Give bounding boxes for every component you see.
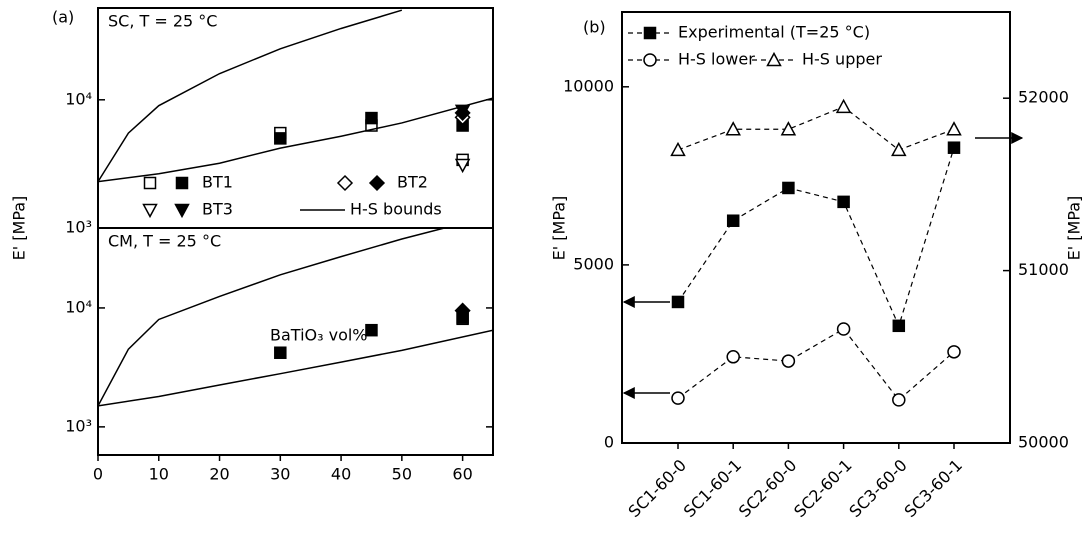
- x-tick-label: 60: [452, 465, 472, 484]
- marker-triangle-up: [891, 141, 907, 157]
- x-tick-label: 10: [149, 465, 169, 484]
- x-tick-label: 20: [209, 465, 229, 484]
- x-tick-label: 50: [392, 465, 412, 484]
- series-line: [677, 106, 955, 151]
- y-tick-label: 10000: [563, 76, 614, 95]
- x-tick-label: SC1-60-0: [625, 456, 690, 521]
- marker-square: [947, 141, 961, 154]
- marker-triangle-down: [142, 203, 158, 219]
- bound-curve: [98, 228, 445, 407]
- legend-label: H-S upper: [802, 50, 882, 69]
- series-line: [677, 147, 955, 328]
- marker-circle: [643, 53, 657, 67]
- y-tick-label: 5000: [573, 254, 614, 273]
- x-tick-label: 40: [331, 465, 351, 484]
- marker-circle: [836, 322, 851, 336]
- legend-label: H-S bounds: [350, 200, 442, 219]
- marker-square: [837, 195, 850, 209]
- marker-circle: [671, 391, 685, 405]
- bound-curve: [98, 9, 403, 183]
- panel-title: SC, T = 25 °C: [108, 12, 217, 31]
- plot-frame: [97, 227, 494, 456]
- y-tick-label: 10³: [65, 218, 92, 237]
- marker-square: [892, 319, 906, 333]
- y-tick-label: 10⁴: [65, 297, 92, 316]
- y-tick-label: 10⁴: [65, 89, 92, 108]
- marker-triangle-down: [454, 158, 471, 174]
- x-tick-label: 30: [270, 465, 290, 484]
- marker-triangle-up: [766, 51, 782, 67]
- panel-title: CM, T = 25 °C: [108, 232, 221, 251]
- y-tick-label: 10³: [65, 416, 92, 435]
- y-axis-label: E' [MPa]: [550, 196, 569, 261]
- annotation: BaTiO₃ vol%: [270, 326, 368, 345]
- panel-label: (b): [583, 18, 606, 37]
- x-tick-label: 0: [93, 465, 103, 484]
- marker-square: [274, 346, 287, 359]
- marker-triangle-up: [946, 121, 962, 136]
- marker-square: [274, 132, 287, 145]
- y2-tick-label: 50000: [1018, 433, 1069, 452]
- bound-curve: [98, 329, 493, 407]
- y2-axis-label: E' [MPa]: [1065, 196, 1084, 261]
- marker-circle: [726, 350, 740, 364]
- marker-circle: [892, 393, 906, 407]
- marker-triangle-up: [670, 141, 686, 157]
- marker-square: [643, 26, 657, 40]
- marker-square: [782, 181, 795, 195]
- marker-square: [671, 295, 685, 309]
- y-tick-label: 0: [604, 433, 614, 452]
- series-line: [677, 328, 955, 401]
- marker-triangle-up: [725, 121, 741, 136]
- legend-label: BT2: [397, 173, 428, 192]
- marker-square: [726, 214, 740, 227]
- marker-triangle-up: [835, 98, 852, 114]
- marker-square: [365, 323, 378, 337]
- legend-label: Experimental (T=25 °C): [678, 23, 870, 42]
- plot-frame: [621, 11, 1011, 444]
- marker-square: [143, 176, 157, 190]
- marker-diamond: [368, 174, 386, 192]
- x-tick-label: SC2-60-1: [790, 456, 855, 521]
- marker-diamond: [336, 174, 354, 192]
- y2-tick-label: 52000: [1018, 88, 1069, 107]
- marker-triangle-up: [780, 121, 797, 136]
- marker-diamond: [454, 302, 471, 319]
- marker-circle: [947, 345, 961, 359]
- legend-label: BT3: [202, 200, 233, 219]
- marker-circle: [781, 354, 796, 368]
- marker-triangle-down: [174, 203, 190, 219]
- x-tick-label: SC3-60-1: [901, 456, 966, 521]
- marker-square: [365, 111, 378, 125]
- bound-curve: [98, 97, 493, 183]
- x-tick-label: SC1-60-1: [680, 456, 745, 521]
- plot-frame: [97, 7, 494, 229]
- legend-label: BT1: [202, 173, 233, 192]
- marker-triangle-down: [454, 104, 471, 119]
- legend-label: H-S lower: [678, 50, 755, 69]
- y2-tick-label: 51000: [1018, 260, 1069, 279]
- x-tick-label: SC2-60-0: [735, 456, 800, 521]
- y-axis-label: E' [MPa]: [10, 196, 29, 261]
- x-tick-label: SC3-60-0: [845, 456, 910, 521]
- panel-label: (a): [52, 8, 74, 27]
- marker-square: [175, 176, 189, 190]
